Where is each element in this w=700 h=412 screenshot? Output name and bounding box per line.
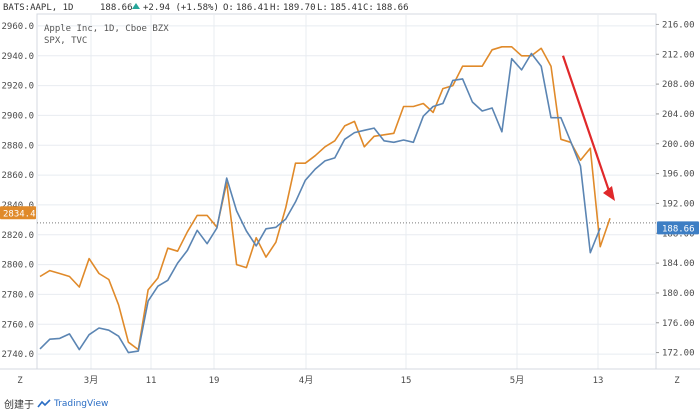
grid: [37, 14, 656, 369]
high-label: H:: [270, 3, 281, 13]
footer: 创建于 TradingView: [4, 396, 109, 412]
x-axis-corner-label-right: Z: [674, 376, 680, 386]
left-badge-value: 2834.4: [3, 209, 36, 219]
x-tick-label: 13: [593, 376, 604, 386]
low-value: 185.41: [330, 3, 363, 13]
red-trend-arrow-head: [603, 185, 615, 201]
plot-frame: [36, 13, 657, 370]
series-layer: [39, 45, 611, 354]
right-tick-label: 208.00: [662, 80, 695, 90]
open-label: O:: [223, 3, 234, 13]
right-tick-label: 200.00: [662, 140, 695, 150]
left-tick-label: 2800.0: [1, 261, 34, 271]
x-tick-label: 4月: [299, 375, 313, 386]
close-label: C:: [363, 3, 374, 13]
left-tick-label: 2880.0: [1, 141, 34, 151]
left-tick-label: 2780.0: [1, 290, 34, 300]
right-axis: 172.00176.00180.00184.00188.00192.00196.…: [656, 20, 695, 359]
header-bar: BATS:AAPL, 1D 188.66 +2.94 (+1.58%) O: 1…: [3, 3, 409, 13]
close-value: 188.66: [376, 3, 409, 13]
x-axis: 3月 11 19 4月 15 5月 13 Z Z: [17, 375, 680, 386]
right-tick-label: 176.00: [662, 319, 695, 329]
left-price-badge: 2834.4: [0, 206, 36, 220]
x-tick-label: 19: [209, 376, 220, 386]
x-tick-label: 15: [401, 376, 412, 386]
series-line-spx: [39, 45, 611, 351]
annotation-layer: [561, 55, 615, 201]
symbol-label: BATS:AAPL, 1D: [3, 3, 73, 13]
left-tick-label: 2840.0: [1, 201, 34, 211]
right-tick-label: 212.00: [662, 50, 695, 60]
right-tick-label: 216.00: [662, 20, 695, 30]
right-badge-value: 188.66: [662, 224, 695, 234]
right-tick-label: 196.00: [662, 170, 695, 180]
low-label: L:: [317, 3, 328, 13]
x-axis-corner-label: Z: [17, 376, 23, 386]
left-tick-label: 2740.0: [1, 350, 34, 360]
tradingview-brand: TradingView: [54, 398, 109, 409]
left-axis: 2740.0 2760.0 2780.0 2800.0 2820.0 2840.0 2860…: [1, 22, 34, 360]
change-value: +2.94 (+1.58%): [143, 3, 219, 13]
right-tick-label: 204.00: [662, 110, 695, 120]
red-trend-arrow-shaft: [561, 55, 611, 192]
legend-aapl: Apple Inc, 1D, Cboe BZX: [44, 24, 169, 34]
high-value: 189.70: [283, 3, 316, 13]
open-value: 186.41: [236, 3, 269, 13]
x-tick-label: 11: [146, 376, 157, 386]
right-price-badge: 188.66: [657, 221, 699, 235]
left-tick-label: 2940.0: [1, 52, 34, 62]
right-tick-label: 192.00: [662, 199, 695, 209]
left-tick-label: 2960.0: [1, 22, 34, 32]
created-with-label: 创建于: [4, 400, 34, 411]
left-tick-label: 2760.0: [1, 320, 34, 330]
left-tick-label: 2900.0: [1, 111, 34, 121]
right-tick-label: 180.00: [662, 289, 695, 299]
right-tick-label: 184.00: [662, 259, 695, 269]
series-line-aapl: [39, 52, 601, 354]
left-tick-label: 2920.0: [1, 82, 34, 92]
left-tick-label: 2860.0: [1, 171, 34, 181]
x-tick-label: 5月: [510, 375, 524, 386]
up-triangle-icon: [132, 3, 140, 9]
x-tick-label: 3月: [84, 375, 98, 386]
right-tick-label: 172.00: [662, 349, 695, 359]
tradingview-logo-icon: [37, 398, 51, 407]
left-tick-label: 2820.0: [1, 231, 34, 241]
legend-spx: SPX, TVC: [44, 36, 87, 46]
last-price: 188.66: [100, 3, 133, 13]
